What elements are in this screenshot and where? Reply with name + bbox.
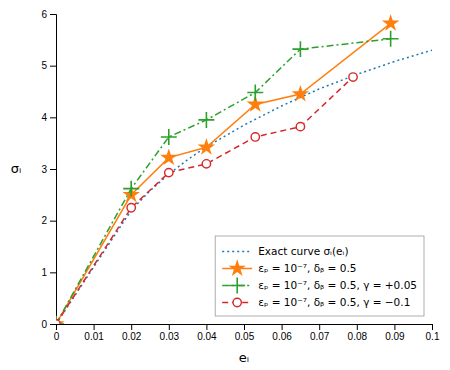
x-axis-tick-mark <box>131 324 132 330</box>
y-axis-tick: 0 <box>41 319 56 330</box>
y-axis-tick-mark <box>50 272 56 273</box>
y-axis-tick: 3 <box>41 164 56 175</box>
x-axis-tick-label: 0.1 <box>426 331 440 342</box>
x-axis-tick-label: 0.02 <box>122 331 142 342</box>
legend-label: εₚ = 10⁻⁷, δᵦ = 0.5, γ = +0.05 <box>258 279 417 291</box>
y-axis-tick: 1 <box>41 267 56 278</box>
x-axis-tick-label: 0.07 <box>310 331 330 342</box>
series-marker <box>127 204 135 212</box>
x-axis-tick: 0.02 <box>122 324 142 342</box>
legend-frame <box>215 236 424 316</box>
y-axis-tick-mark <box>50 66 56 67</box>
y-axis-tick-mark <box>50 14 56 15</box>
x-axis-tick-label: 0.04 <box>197 331 217 342</box>
legend-label: εₚ = 10⁻⁷, δᵦ = 0.5, γ = −0.1 <box>258 296 410 308</box>
y-axis-tick: 6 <box>41 9 56 20</box>
series-marker <box>296 122 304 130</box>
series-marker <box>165 168 173 176</box>
y-axis-tick-label: 5 <box>41 60 47 71</box>
y-axis-line <box>50 15 57 325</box>
legend-marker <box>229 278 245 294</box>
series-marker <box>349 73 357 81</box>
series-marker <box>56 320 60 324</box>
legend-label: Exact curve σᵢ(eᵢ) <box>258 245 348 257</box>
x-axis-tick: 0.01 <box>84 324 104 342</box>
legend-item: Exact curve σᵢ(eᵢ) <box>222 245 348 257</box>
legend-item: εₚ = 10⁻⁷, δᵦ = 0.5, γ = +0.05 <box>222 278 417 294</box>
x-axis-tick-label: 0.05 <box>235 331 255 342</box>
legend-marker <box>228 259 245 276</box>
x-axis-tick-label: 0.08 <box>348 331 368 342</box>
y-axis-tick: 4 <box>41 112 56 123</box>
x-axis: 0 0.01 0.02 0.03 0.04 0.05 0.06 0.07 0.08 0.09 0.1 <box>54 324 440 342</box>
series-marker <box>292 41 308 57</box>
y-axis-tick-mark <box>50 324 56 325</box>
series-marker <box>247 85 263 101</box>
y-axis-tick-label: 4 <box>41 112 47 123</box>
plot: 0 0.01 0.02 0.03 0.04 0.05 0.06 0.07 0.08 0.09 0.1… <box>41 9 439 342</box>
series-marker <box>56 315 65 324</box>
x-axis-tick-mark <box>169 324 170 330</box>
x-axis-tick-mark <box>282 324 283 330</box>
x-axis-tick: 0.03 <box>160 324 180 342</box>
marks <box>56 14 432 324</box>
x-axis-tick: 0.06 <box>272 324 292 342</box>
legend-swatch <box>222 251 252 253</box>
y-axis-tick-label: 3 <box>41 164 47 175</box>
legend-marker <box>233 298 241 306</box>
x-axis-tick: 0.04 <box>197 324 217 342</box>
legend-item: εₚ = 10⁻⁷, δᵦ = 0.5 <box>222 259 356 276</box>
series-marker <box>383 31 399 47</box>
x-axis-tick-label: 0.01 <box>84 331 104 342</box>
series-marker <box>161 129 177 145</box>
series-marker <box>292 85 309 102</box>
series-marker <box>202 160 210 168</box>
y-axis-tick-mark <box>50 169 56 170</box>
legend-label: εₚ = 10⁻⁷, δᵦ = 0.5 <box>258 262 356 274</box>
x-axis-tick: 0 <box>54 324 60 342</box>
x-axis-tick: 0.09 <box>385 324 405 342</box>
series-marker <box>56 316 64 324</box>
series-line <box>56 50 432 324</box>
x-axis-tick-mark <box>357 324 358 330</box>
x-axis-tick: 0.08 <box>348 324 368 342</box>
x-axis-tick-label: 0.06 <box>272 331 292 342</box>
series-marker <box>382 14 399 31</box>
x-axis-tick-mark <box>94 324 95 330</box>
series-marker <box>123 181 139 197</box>
legend-item: εₚ = 10⁻⁷, δᵦ = 0.5, γ = −0.1 <box>222 296 410 308</box>
y-axis-tick: 5 <box>41 60 56 71</box>
y-axis-tick-mark <box>50 117 56 118</box>
legend: Exact curve σᵢ(eᵢ) εₚ = 10⁻⁷, δᵦ = 0.5 εₚ … <box>215 236 424 316</box>
y-axis-tick-label: 1 <box>41 267 47 278</box>
x-axis-title: eᵢ <box>239 350 249 365</box>
x-axis-tick-mark <box>394 324 395 330</box>
y-axis-title: σᵢ <box>11 161 22 176</box>
chart: 0 0.01 0.02 0.03 0.04 0.05 0.06 0.07 0.08 0.09 0.1… <box>0 0 450 370</box>
x-axis-tick-label: 0 <box>54 331 60 342</box>
y-axis-tick-label: 0 <box>41 319 47 330</box>
x-axis-tick-label: 0.03 <box>160 331 180 342</box>
x-axis-tick-mark <box>206 324 207 330</box>
x-axis-tick-mark <box>432 324 433 330</box>
series-marker <box>251 133 259 141</box>
series-marker <box>198 138 215 155</box>
y-axis: 0 1 2 3 4 5 6 <box>41 9 56 330</box>
series-marker <box>198 112 214 128</box>
x-axis-tick: 0.1 <box>426 324 440 342</box>
y-axis-tick-mark <box>50 221 56 222</box>
y-axis-tick-label: 2 <box>41 215 47 226</box>
y-axis-tick-label: 6 <box>41 9 47 20</box>
y-axis-tick: 2 <box>41 215 56 226</box>
x-axis-tick: 0.05 <box>235 324 255 342</box>
x-axis-line <box>57 325 433 331</box>
series-marker <box>160 148 177 165</box>
x-axis-tick-label: 0.09 <box>385 331 405 342</box>
x-axis-tick: 0.07 <box>310 324 330 342</box>
x-axis-tick-mark <box>244 324 245 330</box>
x-axis-tick-mark <box>319 324 320 330</box>
